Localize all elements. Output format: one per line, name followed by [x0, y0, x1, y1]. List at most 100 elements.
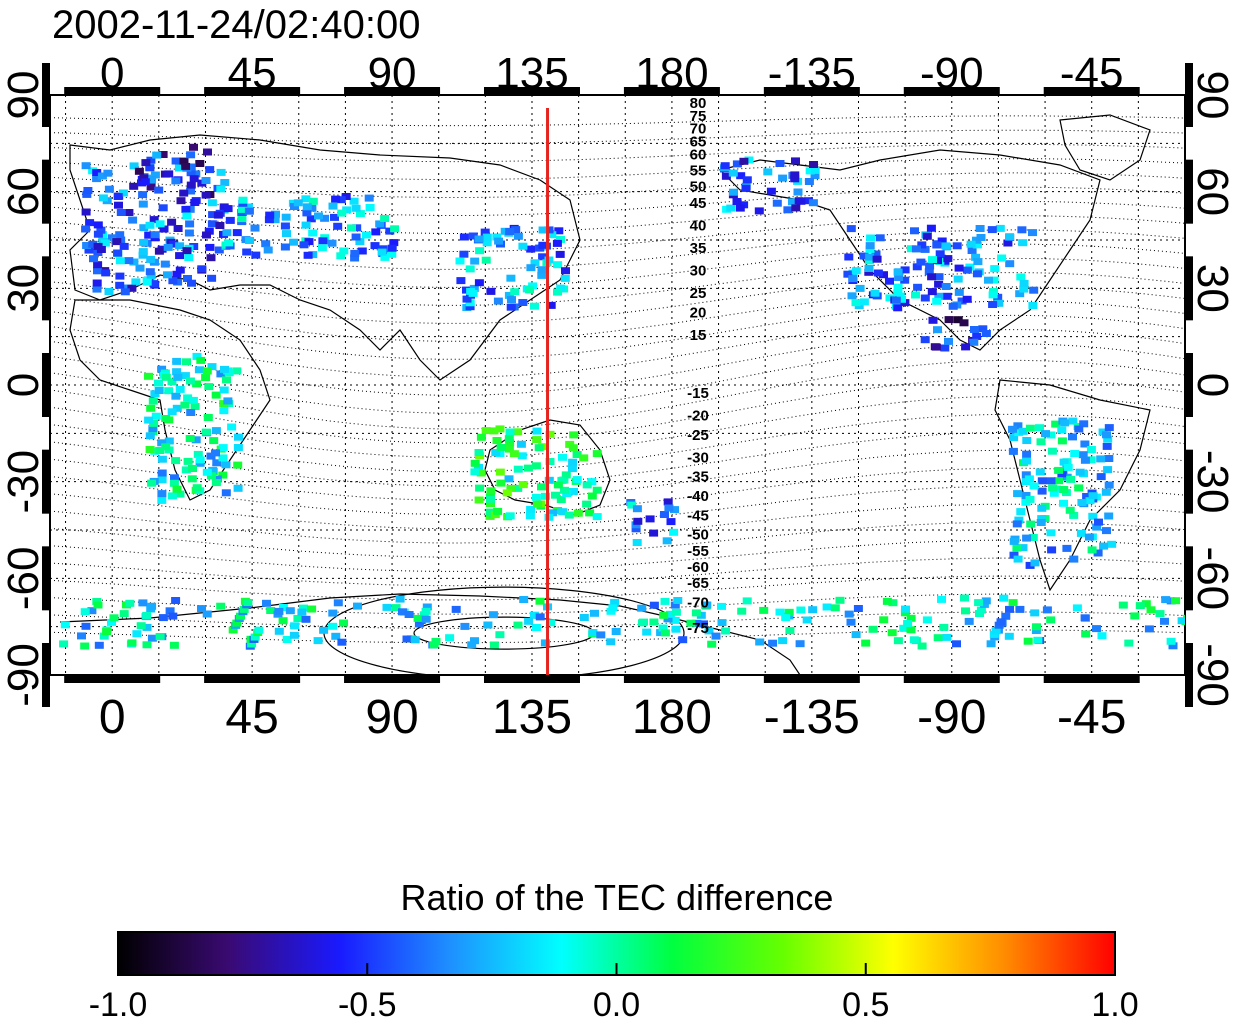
tec-pixel — [135, 264, 145, 272]
contour-line — [50, 186, 1185, 216]
tec-pixel — [1107, 540, 1117, 548]
graticule-grid — [50, 95, 1185, 675]
tec-pixel — [474, 279, 484, 287]
tec-pixel — [371, 228, 381, 236]
tec-pixel — [189, 175, 199, 183]
tec-pixel — [81, 225, 91, 233]
tec-pixel — [865, 245, 875, 253]
tec-pixel — [263, 246, 273, 254]
tec-pixel — [149, 280, 159, 288]
tec-pixel — [553, 261, 563, 269]
tec-pixel — [1018, 544, 1028, 552]
tec-pixel — [1048, 484, 1058, 492]
tec-pixel — [474, 235, 484, 243]
tec-pixel — [88, 240, 98, 248]
right-lat-label: -90 — [1188, 643, 1237, 707]
tec-pixel — [1021, 471, 1031, 479]
tec-pixel — [920, 294, 930, 302]
tec-pixel — [528, 282, 538, 290]
tec-pixel — [127, 284, 137, 292]
tec-pixel — [582, 481, 592, 489]
contour-label: -75 — [687, 620, 709, 637]
top-lon-label: 45 — [228, 49, 277, 98]
tec-pixel — [1025, 561, 1035, 569]
tec-pixel — [171, 457, 181, 465]
tec-pixel — [855, 284, 865, 292]
tec-pixel — [80, 608, 90, 616]
tec-pixel — [1032, 623, 1041, 631]
tec-pixel — [455, 257, 465, 265]
tec-pixel — [879, 616, 889, 624]
tec-pixel — [207, 220, 217, 228]
tec-pixel — [92, 279, 102, 287]
tec-pixel — [1054, 477, 1063, 485]
tec-pixel — [134, 167, 144, 175]
tec-pixel — [186, 409, 196, 416]
tec-pixel — [328, 202, 338, 210]
tec-pixel — [144, 416, 154, 424]
tec-pixel — [1005, 605, 1014, 613]
tec-pixel — [967, 247, 977, 254]
tec-pixel — [637, 604, 647, 612]
tec-pixel — [900, 276, 910, 284]
tec-pixel — [233, 444, 243, 451]
tec-pixel — [278, 617, 288, 625]
tec-pixel — [157, 476, 167, 484]
tec-pixel — [132, 630, 142, 638]
tec-pixel — [582, 500, 592, 508]
tec-pixel — [645, 515, 655, 523]
tec-pixel — [533, 500, 542, 508]
tec-pixel — [1012, 544, 1022, 552]
tec-pixel — [519, 596, 529, 603]
tec-pixel — [85, 219, 95, 227]
tec-pixel — [192, 352, 202, 360]
tec-pixel — [1035, 424, 1044, 432]
tec-pixel — [846, 225, 856, 233]
lat-tick-bar — [42, 159, 50, 224]
left-latitude-labels: 90 60 30 0 -30 -60 -90 — [0, 71, 48, 707]
tec-pixel — [554, 227, 564, 235]
tec-pixel — [911, 291, 920, 299]
tec-pixel — [184, 229, 194, 237]
tec-pixel — [150, 171, 160, 179]
tec-pixel — [119, 242, 129, 250]
tec-pixel — [879, 271, 888, 279]
tec-pixel — [355, 238, 365, 246]
tec-pixel — [957, 297, 967, 305]
tec-pixel — [302, 203, 312, 211]
tec-pixel — [124, 257, 134, 265]
contour-line — [50, 359, 1185, 430]
tec-pixel — [270, 216, 280, 224]
coastline-north-america — [718, 149, 1101, 351]
tec-pixel — [175, 266, 185, 274]
tec-pixel — [352, 224, 362, 232]
tec-pixel — [901, 605, 910, 613]
tec-pixel — [590, 609, 599, 617]
tec-pixel — [328, 609, 338, 617]
lon-tick-bar — [483, 675, 580, 683]
tec-pixel — [906, 626, 916, 634]
tec-pixel — [271, 210, 280, 218]
tec-pixel — [755, 638, 765, 646]
tec-pixel — [216, 168, 226, 176]
tec-pixel — [150, 231, 160, 239]
tec-pixel — [1104, 481, 1114, 489]
tec-pixel — [232, 367, 242, 375]
tec-pixel — [336, 196, 346, 204]
top-lon-label: 180 — [635, 49, 708, 98]
tec-pixel — [460, 622, 470, 630]
tec-pixel — [970, 326, 979, 333]
tec-pixel — [917, 241, 927, 249]
tec-pixel — [1037, 515, 1047, 523]
tec-pixel — [232, 619, 242, 627]
tec-pixel — [289, 238, 299, 246]
colorbar-tick-label: -0.5 — [338, 986, 397, 1024]
contour-label: 60 — [690, 146, 707, 163]
tec-pixel — [173, 225, 183, 232]
tec-pixel — [234, 433, 243, 441]
tec-pixel — [180, 372, 190, 380]
tec-pixel — [532, 436, 542, 444]
tec-pixel — [151, 412, 161, 420]
tec-pixel — [1092, 625, 1101, 633]
